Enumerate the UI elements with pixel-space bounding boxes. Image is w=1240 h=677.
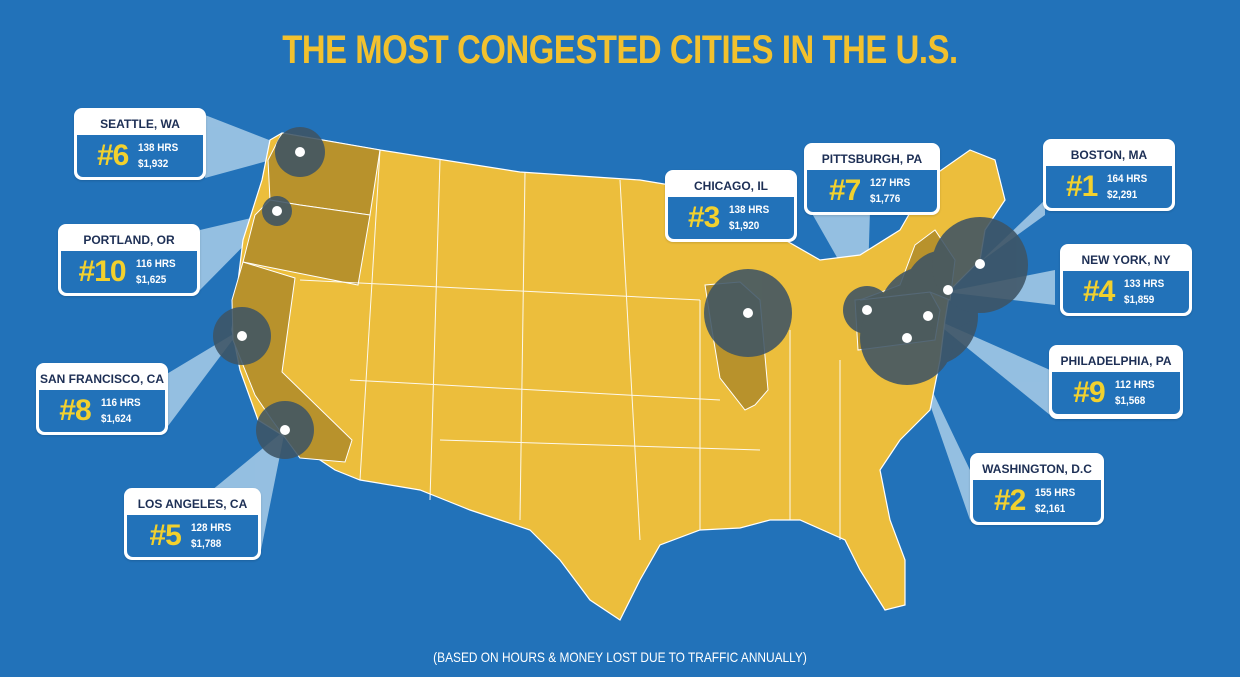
card-san-francisco: SAN FRANCISCO, CA #8 116 HRS $1,624 <box>36 363 168 435</box>
card-pittsburgh: PITTSBURGH, PA #7 127 HRS $1,776 <box>804 143 940 215</box>
dot-seattle <box>295 147 305 157</box>
card-chicago: CHICAGO, IL #3 138 HRS $1,920 <box>665 170 797 242</box>
contiguous-us-shape <box>231 132 1006 621</box>
card-washington: WASHINGTON, D.C #2 155 HRS $2,161 <box>970 453 1104 525</box>
dot-chicago <box>743 308 753 318</box>
dot-los-angeles <box>280 425 290 435</box>
dot-portland <box>272 206 282 216</box>
page-title: THE MOST CONGESTED CITIES IN THE U.S. <box>282 28 958 72</box>
dot-new-york <box>943 285 953 295</box>
dot-philadelphia <box>923 311 933 321</box>
dot-washington <box>902 333 912 343</box>
card-portland: PORTLAND, OR #10 116 HRS $1,625 <box>58 224 200 296</box>
card-new-york: NEW YORK, NY #4 133 HRS $1,859 <box>1060 244 1192 316</box>
dot-san-francisco <box>237 331 247 341</box>
card-los-angeles: LOS ANGELES, CA #5 128 HRS $1,788 <box>124 488 261 560</box>
card-boston: BOSTON, MA #1 164 HRS $2,291 <box>1043 139 1175 211</box>
card-philadelphia: PHILADELPHIA, PA #9 112 HRS $1,568 <box>1049 345 1183 419</box>
card-seattle: SEATTLE, WA #6 138 HRS $1,932 <box>74 108 206 180</box>
footnote: (BASED ON HOURS & MONEY LOST DUE TO TRAF… <box>433 649 807 665</box>
dot-pittsburgh <box>862 305 872 315</box>
city-dots <box>237 147 985 435</box>
dot-boston <box>975 259 985 269</box>
